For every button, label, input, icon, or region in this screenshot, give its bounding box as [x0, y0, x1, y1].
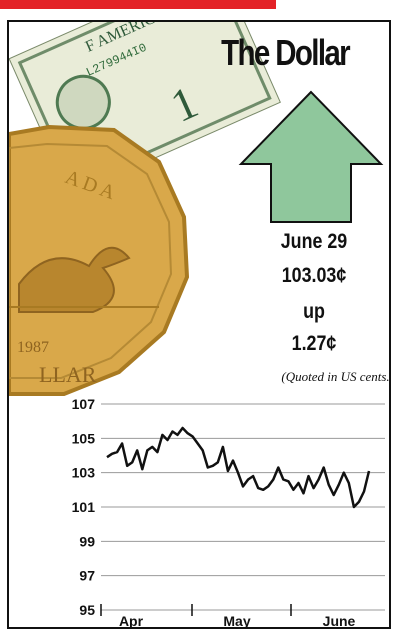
- y-tick-label: 103: [72, 465, 96, 481]
- svg-text:1987: 1987: [17, 339, 49, 356]
- x-tick-label: Apr: [119, 613, 144, 629]
- svg-text:LLAR: LLAR: [39, 362, 97, 387]
- y-tick-label: 107: [72, 396, 96, 412]
- graphic-frame: F AMERICA L279944I0 1 A D A 1987 LLAR Th…: [7, 20, 391, 629]
- page-title: The Dollar: [221, 32, 351, 73]
- y-tick-label: 97: [79, 568, 95, 584]
- y-tick-label: 101: [72, 499, 96, 515]
- quote-change: 1.27¢: [291, 332, 337, 355]
- y-tick-label: 99: [79, 533, 95, 549]
- x-tick-label: May: [223, 613, 250, 629]
- line-chart: 107 105 103 101 99 97 95 Apr May June: [72, 396, 385, 629]
- up-arrow-icon: [238, 90, 384, 223]
- quote-value: 103.03¢: [281, 264, 347, 287]
- units-note: (Quoted in US cents.): [281, 369, 391, 384]
- top-accent-bar: [0, 0, 276, 9]
- loonie-coin-icon: A D A 1987 LLAR: [9, 124, 190, 396]
- series-line: [106, 426, 371, 509]
- quote-date: June 29: [280, 230, 348, 253]
- y-tick-label: 95: [79, 602, 95, 618]
- quote-direction: up: [303, 300, 325, 323]
- y-tick-label: 105: [72, 430, 96, 446]
- x-tick-label: June: [323, 613, 356, 629]
- illustration: F AMERICA L279944I0 1 A D A 1987 LLAR: [9, 22, 384, 396]
